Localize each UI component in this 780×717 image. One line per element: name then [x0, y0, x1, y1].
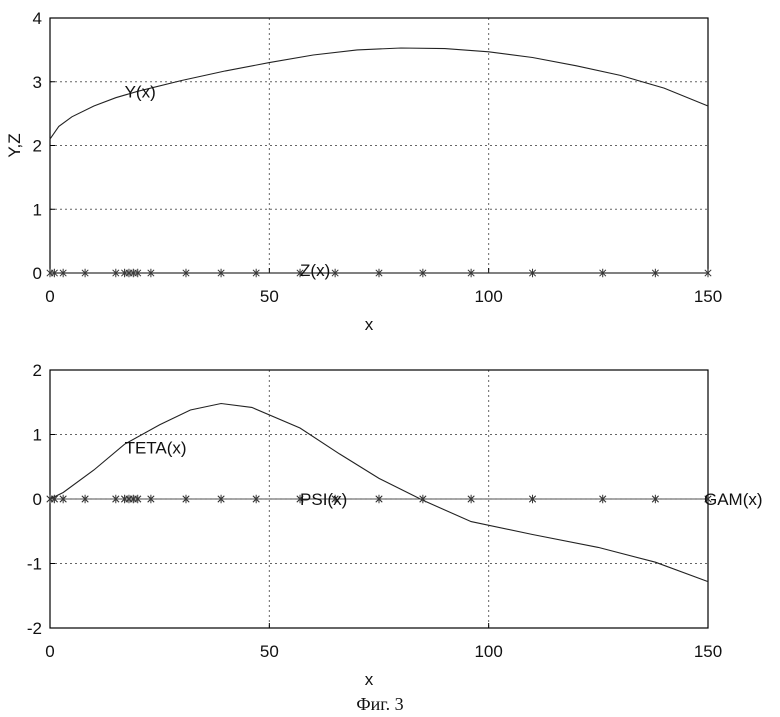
bottom-xtick-label-1: 50: [260, 642, 279, 661]
bottom-chart: 0 50 100 150 -2 -1 0 1 2 x TETA(x) PSI(x) GAM(x): [27, 361, 763, 689]
top-annotation-0: Y(x): [125, 82, 156, 101]
bottom-annotation-2: GAM(x): [704, 490, 763, 509]
bottom-ytick-label-4: 2: [33, 361, 42, 380]
bottom-x-axis-title: x: [365, 670, 374, 689]
bottom-xtick-label-2: 100: [474, 642, 502, 661]
top-annotation-1: Z(x): [300, 261, 330, 280]
top-xtick-label-0: 0: [45, 287, 54, 306]
top-ytick-label-0: 0: [33, 264, 42, 283]
bottom-annotation-1: PSI(x): [300, 490, 347, 509]
top-ytick-label-4: 4: [33, 9, 42, 28]
top-chart: 0 50 100 150 0 1 2 3 4 x Y,Z Y(x) Z(x): [5, 9, 722, 334]
top-plot-frame: [50, 18, 708, 273]
bottom-xtick-label-3: 150: [694, 642, 722, 661]
bottom-xtick-label-0: 0: [45, 642, 54, 661]
bottom-ytick-label-1: -1: [27, 555, 42, 574]
top-ytick-label-2: 2: [33, 137, 42, 156]
top-xtick-label-3: 150: [694, 287, 722, 306]
top-y-axis-title: Y,Z: [5, 133, 24, 157]
top-ytick-label-1: 1: [33, 200, 42, 219]
bottom-ytick-label-2: 0: [33, 490, 42, 509]
bottom-annotation-0: TETA(x): [125, 438, 187, 457]
top-xtick-label-2: 100: [474, 287, 502, 306]
figure-caption: Фиг. 3: [356, 694, 403, 714]
bottom-ytick-label-3: 1: [33, 426, 42, 445]
bottom-ytick-label-0: -2: [27, 619, 42, 638]
top-x-axis-title: x: [365, 315, 374, 334]
top-ytick-label-3: 3: [33, 73, 42, 92]
bottom-series-0-line: [50, 404, 708, 582]
top-xtick-label-1: 50: [260, 287, 279, 306]
